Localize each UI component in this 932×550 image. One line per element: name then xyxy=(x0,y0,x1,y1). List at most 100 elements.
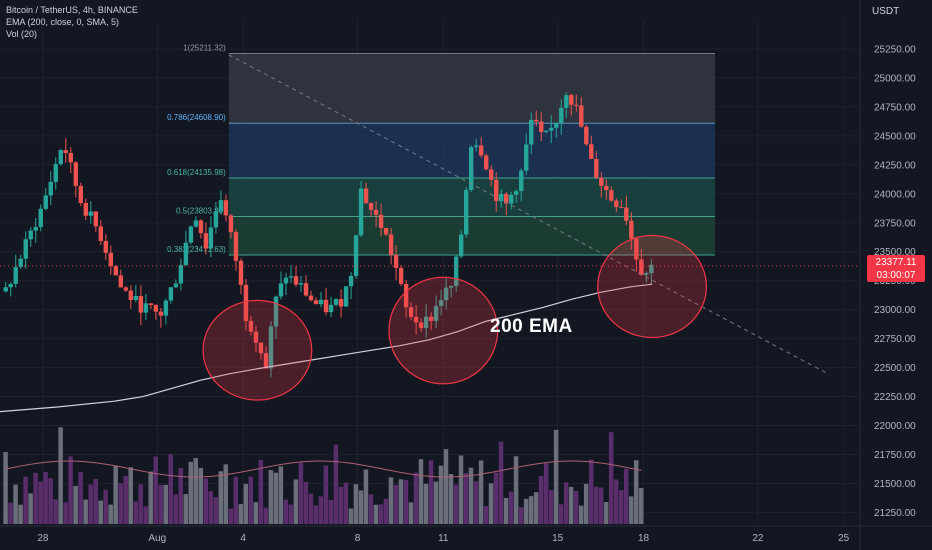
candle-body xyxy=(288,276,294,278)
candle-body xyxy=(458,234,464,257)
bar-countdown: 03:00:07 xyxy=(876,270,916,281)
ema-legend[interactable]: EMA (200, close, 0, SMA, 5) xyxy=(6,17,120,27)
candle-body xyxy=(549,127,554,131)
candle-body xyxy=(604,185,609,191)
price-tick-label: 22500.00 xyxy=(874,363,916,374)
volume-bar xyxy=(208,491,214,524)
candle-body xyxy=(463,189,469,235)
volume-bar xyxy=(28,493,33,524)
volume-bar xyxy=(108,504,113,524)
volume-bar xyxy=(163,484,168,524)
candle-body xyxy=(383,228,389,235)
candle-body xyxy=(268,326,274,369)
candle-body xyxy=(609,190,614,201)
symbol-legend[interactable]: Bitcoin / TetherUS, 4h, BINANCE xyxy=(6,5,138,15)
price-tick-label: 24750.00 xyxy=(874,102,916,113)
candle-body xyxy=(188,226,194,243)
candle-body xyxy=(298,283,304,285)
volume-bar xyxy=(43,472,48,524)
candle-body xyxy=(253,331,259,343)
volume-bar xyxy=(623,468,629,524)
candle-body xyxy=(33,227,38,231)
volume-bar xyxy=(148,471,153,524)
candle-body xyxy=(388,234,394,255)
candle-body xyxy=(103,240,109,253)
volume-bar xyxy=(403,479,409,524)
volume-bar xyxy=(448,474,454,524)
volume-bar xyxy=(3,452,8,524)
volume-bar xyxy=(173,494,178,524)
volume-bar xyxy=(358,490,364,524)
volume-bar xyxy=(428,460,434,524)
volume-bar xyxy=(423,483,429,524)
candle-body xyxy=(178,265,184,284)
candle-body xyxy=(398,267,404,284)
currency-label: USDT xyxy=(872,6,900,17)
volume-bar xyxy=(13,484,18,524)
candle-body xyxy=(208,227,214,249)
volume-bar xyxy=(73,485,78,524)
ema-200-line xyxy=(142,283,653,398)
candle-body xyxy=(13,267,18,284)
candle-body xyxy=(403,283,409,308)
candle-body xyxy=(198,220,204,234)
candle-body xyxy=(293,276,299,285)
volume-bar xyxy=(98,500,103,524)
candle-body xyxy=(644,273,649,275)
candle-body xyxy=(599,177,604,186)
volume-bar xyxy=(478,460,484,524)
volume-bar xyxy=(413,472,419,524)
volume-bar xyxy=(593,486,599,524)
price-tick-label: 21750.00 xyxy=(874,450,916,461)
volume-bar xyxy=(528,496,534,524)
volume-bar xyxy=(398,479,404,524)
highlight-circle xyxy=(388,276,499,385)
volume-bar xyxy=(333,444,339,524)
candle-body xyxy=(579,105,584,127)
price-tick-label: 24500.00 xyxy=(874,131,916,142)
candle-body xyxy=(634,238,639,260)
volume-bar xyxy=(308,493,314,524)
volume-bar xyxy=(633,460,639,524)
volume-legend[interactable]: Vol (20) xyxy=(6,29,38,39)
candle-body xyxy=(173,283,179,288)
candle-body xyxy=(323,299,329,313)
candle-body xyxy=(569,95,574,105)
volume-bar xyxy=(348,508,354,524)
volume-bar xyxy=(518,507,524,524)
volume-bar xyxy=(503,497,509,524)
candle-body xyxy=(348,275,354,287)
volume-bar xyxy=(433,481,439,524)
volume-bar xyxy=(368,494,374,524)
candle-body xyxy=(368,203,374,210)
candle-body xyxy=(318,299,324,305)
volume-bar xyxy=(373,504,379,524)
candle-body xyxy=(148,303,154,305)
volume-bar xyxy=(558,504,564,524)
volume-bar xyxy=(473,481,479,524)
candle-body xyxy=(273,296,279,327)
candle-body xyxy=(143,303,149,313)
price-tick-label: 25000.00 xyxy=(874,73,916,84)
highlight-circle xyxy=(202,299,313,401)
volume-bar xyxy=(288,504,294,524)
candle-body xyxy=(358,188,364,236)
volume-bar xyxy=(343,482,349,524)
volume-bar xyxy=(363,469,369,524)
candle-body xyxy=(499,193,504,202)
candle-body xyxy=(233,232,239,261)
candle-body xyxy=(373,209,379,215)
volume-bar xyxy=(438,465,444,524)
candle-body xyxy=(478,145,484,156)
candle-body xyxy=(83,202,88,216)
candle-body xyxy=(428,316,434,321)
candle-body xyxy=(453,256,459,286)
volume-bar xyxy=(453,484,459,524)
candle-body xyxy=(489,169,494,180)
volume-bar xyxy=(488,483,494,524)
candle-body xyxy=(328,304,334,313)
candle-body xyxy=(363,188,369,204)
volume-bar xyxy=(53,499,58,524)
candle-body xyxy=(258,342,264,354)
